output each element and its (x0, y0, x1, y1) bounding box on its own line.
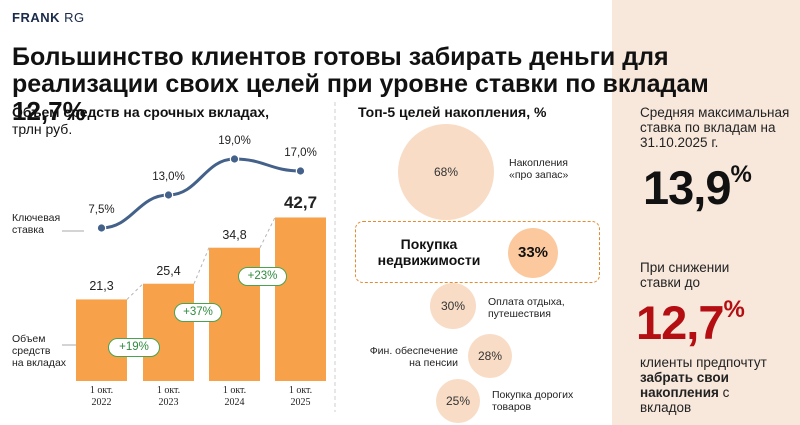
caption-line: При снижении (640, 260, 730, 275)
caption-line-bold: забрать свои (640, 370, 729, 385)
deposit-value-label: 21,3 (89, 279, 114, 294)
caption-line: 31.10.2025 г. (640, 135, 719, 150)
goal-label-line: Покупка (400, 236, 458, 252)
caption-line: Средняя максимальная (640, 105, 790, 120)
brand-logo: FRANK RG (12, 10, 85, 25)
x-axis-tick-line: 2023 (158, 397, 179, 408)
caption-line-bold: накопления (640, 385, 719, 400)
deposit-value-label: 34,8 (222, 227, 247, 242)
deposit-series-label: Объем средств на вкладах (12, 333, 66, 369)
logo-bold: FRANK (12, 10, 60, 25)
goal-label-line: Фин. обеспечение (369, 345, 458, 357)
deposit-label-line: средств (12, 345, 51, 357)
key-rate-line (100, 157, 302, 230)
deposit-chart-title-unit: трлн руб. (12, 121, 73, 137)
growth-connector (126, 283, 144, 300)
deposit-chart-title-main: Объем средств на срочных вкладах, (12, 104, 270, 120)
growth-badge: +23% (238, 267, 287, 286)
x-axis-tick-line: 1 окт. (222, 385, 247, 396)
key-rate-label-line: ставка (12, 224, 45, 236)
caption-line: клиенты предпочтут (640, 355, 767, 370)
goals-title: Топ-5 целей накопления, % (358, 104, 546, 121)
current-rate-caption: Средняя максимальная ставка по вкладам н… (640, 105, 789, 150)
growth-connector (193, 247, 210, 284)
key-rate-series-label: Ключевая ставка (12, 212, 60, 236)
x-axis-tick-label: 1 окт. 2023 (144, 385, 194, 409)
goal-label-line: товаров (492, 401, 532, 413)
growth-badge: +19% (108, 338, 160, 357)
page-title: Большинство клиентов готовы забирать ден… (12, 44, 782, 126)
deposit-value-label: 42,7 (283, 193, 318, 213)
headline-text: Большинство клиентов готовы забирать ден… (12, 43, 709, 98)
goal-label-line: Накопления (509, 157, 568, 169)
headline-rate: 12,7% (12, 96, 86, 126)
growth-badge: +37% (174, 303, 222, 322)
goal-bubble: 30% (430, 283, 476, 329)
current-rate-value: 13,9% (643, 160, 752, 215)
current-rate-number: 13,9 (643, 161, 731, 214)
goal-label: Фин. обеспечение на пенсии (358, 345, 458, 369)
goal-label-line: на пенсии (409, 357, 458, 369)
caption-line-rest: с (718, 385, 730, 400)
deposit-bar (275, 217, 326, 381)
x-axis-tick-line: 1 окт. (156, 385, 181, 396)
key-rate-label-line: Ключевая (12, 212, 61, 224)
goal-label-line: Оплата отдыха, (488, 296, 565, 308)
right-panel (612, 0, 800, 425)
logo-light: RG (64, 10, 85, 25)
reduced-rate-value: 12,7% (636, 295, 745, 350)
current-rate-percent: % (730, 161, 751, 188)
key-rate-point (295, 166, 306, 176)
goal-label: Покупка дорогих товаров (492, 389, 573, 413)
key-rate-point (96, 223, 107, 233)
goal-bubble: 28% (468, 334, 512, 378)
caption-line: вкладов (640, 400, 692, 415)
goal-label-line: Покупка дорогих (492, 389, 574, 401)
x-axis-tick-label: 1 окт. 2025 (276, 385, 326, 409)
x-axis-tick-line: 2022 (91, 397, 112, 408)
goal-label: Оплата отдыха, путешествия (488, 296, 565, 320)
key-rate-value-label: 13,0% (152, 171, 185, 183)
key-rate-point (163, 190, 174, 200)
key-rate-value-label: 7,5% (88, 204, 115, 216)
x-axis-tick-label: 1 окт. 2024 (210, 385, 260, 409)
withdraw-caption: клиенты предпочтут забрать свои накоплен… (640, 355, 767, 415)
deposit-label-line: Объем (12, 333, 46, 345)
key-rate-value-label: 17,0% (284, 147, 317, 159)
goal-bubble: 25% (436, 379, 480, 423)
reduced-rate-caption: При снижении ставки до (640, 260, 729, 290)
goal-label-line: путешествия (488, 308, 551, 320)
key-rate-value-label: 19,0% (218, 135, 251, 147)
x-axis-tick-line: 1 окт. (288, 385, 313, 396)
reduced-rate-number: 12,7 (636, 296, 724, 349)
goal-label-line: «про запас» (509, 169, 569, 181)
x-axis-tick-line: 2024 (224, 397, 245, 408)
x-axis-tick-label: 1 окт. 2022 (77, 385, 127, 409)
x-axis-tick-line: 1 окт. (89, 385, 114, 396)
caption-line: ставка по вкладам на (640, 120, 776, 135)
deposit-value-label: 25,4 (156, 263, 181, 278)
reduced-rate-percent: % (723, 296, 744, 323)
goal-bubble-highlight: 33% (508, 228, 558, 278)
deposit-label-line: на вкладах (12, 357, 67, 369)
goal-label: Накопления «про запас» (509, 157, 568, 181)
x-axis-tick-line: 2025 (290, 397, 311, 408)
goal-label-line: недвижимости (377, 252, 481, 268)
goal-label-highlight: Покупка недвижимости (358, 236, 500, 268)
key-rate-point (229, 154, 240, 164)
goals-title-text: Топ-5 целей накопления, % (358, 104, 547, 120)
highlight-box (355, 221, 600, 283)
caption-line: ставки до (640, 275, 701, 290)
deposit-chart-title: Объем средств на срочных вкладах, трлн р… (12, 104, 269, 138)
goal-bubble: 68% (398, 124, 494, 220)
deposit-bar (143, 283, 194, 381)
